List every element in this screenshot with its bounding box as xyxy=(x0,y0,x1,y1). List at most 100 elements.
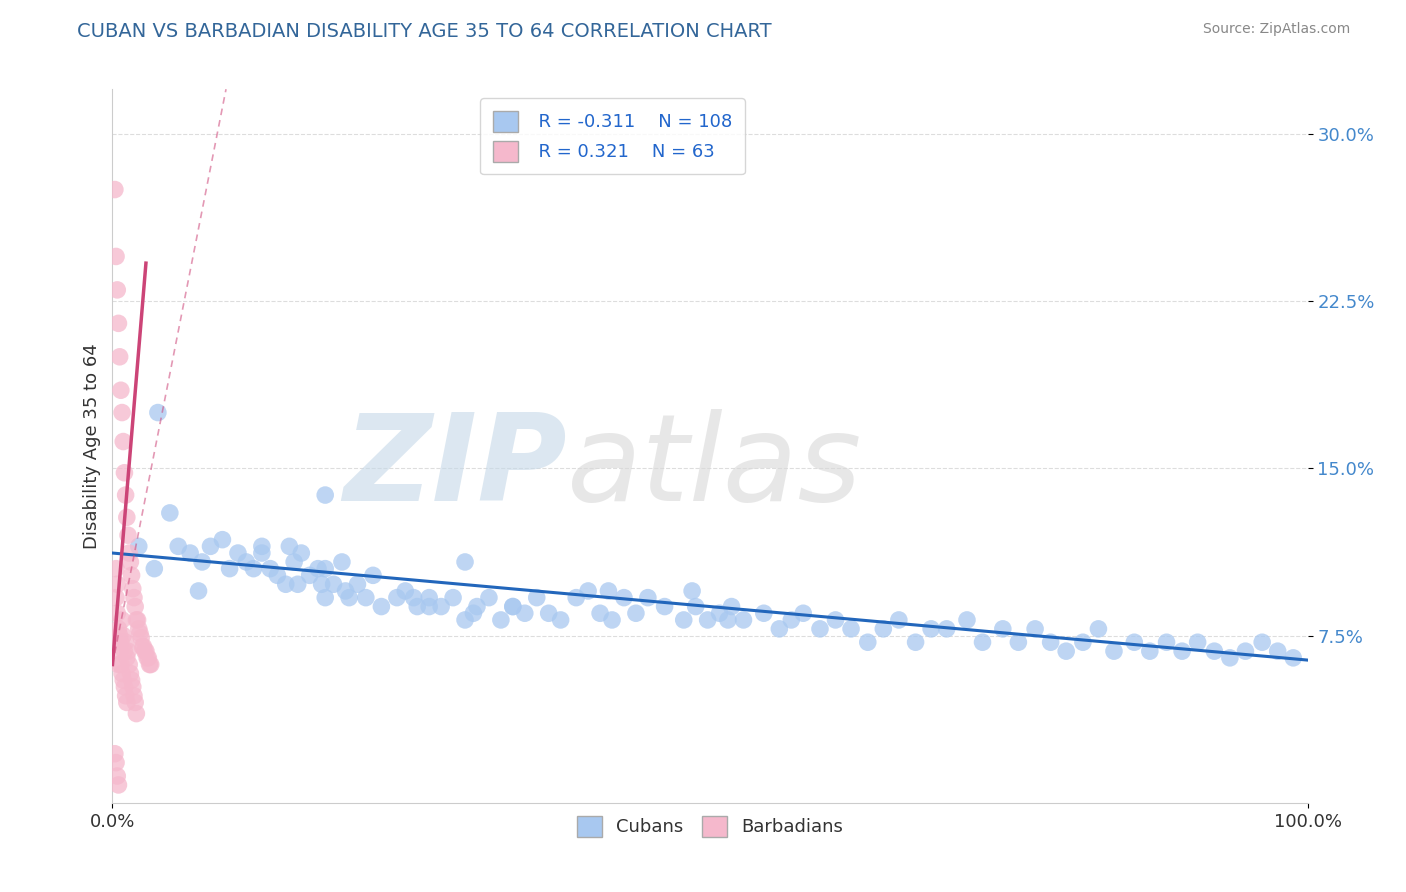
Point xyxy=(112,434,135,449)
Point xyxy=(274,577,297,591)
Point xyxy=(105,756,128,770)
Point xyxy=(394,583,416,598)
Point xyxy=(824,613,846,627)
Point xyxy=(441,591,464,605)
Point xyxy=(211,533,233,547)
Point xyxy=(167,539,190,553)
Point xyxy=(337,591,360,605)
Point xyxy=(121,680,143,694)
Point xyxy=(385,591,408,605)
Point xyxy=(1087,622,1109,636)
Point xyxy=(121,673,143,687)
Point xyxy=(266,568,288,582)
Point xyxy=(287,577,309,591)
Point xyxy=(138,657,160,672)
Point xyxy=(872,622,894,636)
Point xyxy=(733,613,755,627)
Point xyxy=(114,635,136,649)
Point xyxy=(115,651,138,665)
Point xyxy=(146,405,169,419)
Point xyxy=(250,546,273,560)
Text: Source: ZipAtlas.com: Source: ZipAtlas.com xyxy=(1202,22,1350,37)
Point xyxy=(792,607,814,621)
Y-axis label: Disability Age 35 to 64: Disability Age 35 to 64 xyxy=(83,343,101,549)
Point xyxy=(696,613,718,627)
Point xyxy=(105,769,128,783)
Point xyxy=(108,644,131,658)
Point xyxy=(108,628,131,642)
Point xyxy=(120,555,142,569)
Point xyxy=(159,506,181,520)
Point xyxy=(139,657,162,672)
Point xyxy=(1156,635,1178,649)
Point xyxy=(114,466,135,480)
Point xyxy=(131,640,153,654)
Point xyxy=(114,644,135,658)
Point xyxy=(1123,635,1146,649)
Point xyxy=(406,599,429,614)
Point xyxy=(259,562,281,576)
Point xyxy=(143,562,166,576)
Point xyxy=(290,546,312,560)
Point xyxy=(1102,644,1125,658)
Point xyxy=(330,555,353,569)
Point xyxy=(1007,635,1029,649)
Point xyxy=(346,577,368,591)
Point xyxy=(1267,644,1289,658)
Point xyxy=(489,613,512,627)
Point xyxy=(624,607,647,621)
Point xyxy=(1251,635,1274,649)
Point xyxy=(114,680,135,694)
Point xyxy=(108,350,131,364)
Point xyxy=(1054,644,1077,658)
Point xyxy=(685,599,707,614)
Point xyxy=(283,555,305,569)
Point xyxy=(311,577,333,591)
Point xyxy=(117,644,139,658)
Point xyxy=(314,562,336,576)
Point xyxy=(121,582,143,596)
Point xyxy=(1039,635,1062,649)
Point xyxy=(136,651,159,665)
Point xyxy=(191,555,214,569)
Point xyxy=(1282,651,1305,665)
Point xyxy=(122,591,145,605)
Point xyxy=(768,622,790,636)
Point xyxy=(654,599,676,614)
Point xyxy=(565,591,588,605)
Point xyxy=(418,591,440,605)
Point xyxy=(242,562,264,576)
Point xyxy=(935,622,957,636)
Point xyxy=(107,622,129,636)
Point xyxy=(463,607,485,621)
Point xyxy=(110,635,132,649)
Point xyxy=(537,607,560,621)
Point xyxy=(454,613,477,627)
Point xyxy=(104,182,127,196)
Point xyxy=(672,613,695,627)
Point xyxy=(115,510,138,524)
Point xyxy=(335,583,357,598)
Point xyxy=(1219,651,1241,665)
Point xyxy=(112,673,135,687)
Text: ZIP: ZIP xyxy=(343,409,567,526)
Point xyxy=(314,488,336,502)
Point xyxy=(1071,635,1094,649)
Point xyxy=(1187,635,1209,649)
Point xyxy=(250,539,273,553)
Point xyxy=(114,689,136,703)
Point xyxy=(134,644,156,658)
Point xyxy=(1139,644,1161,658)
Point xyxy=(717,613,740,627)
Point xyxy=(129,626,152,640)
Point xyxy=(637,591,659,605)
Point xyxy=(117,528,139,542)
Point xyxy=(720,599,742,614)
Point xyxy=(513,607,536,621)
Point xyxy=(187,583,209,598)
Point xyxy=(111,613,134,627)
Point xyxy=(111,405,134,419)
Point xyxy=(105,591,128,605)
Point xyxy=(278,539,301,553)
Point xyxy=(114,488,136,502)
